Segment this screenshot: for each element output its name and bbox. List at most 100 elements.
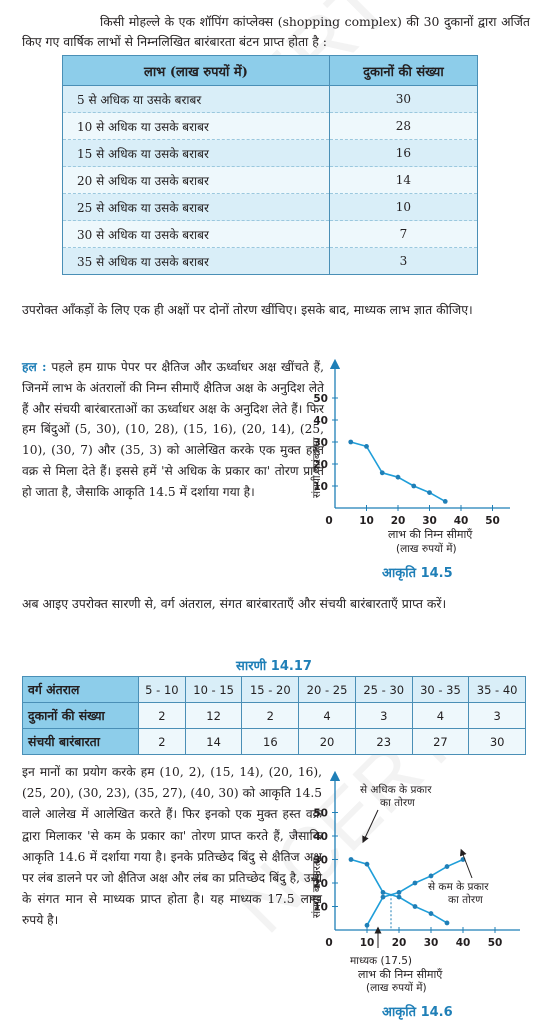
table-cell: 3 <box>329 247 479 275</box>
table-cell: 15 से अधिक या उसके बराबर <box>62 139 330 167</box>
median-label: माध्यक (17.5) <box>350 955 412 967</box>
table-cell: 20 <box>298 728 356 755</box>
annotation-less-than: से कम के प्रकार <box>428 880 489 893</box>
data-point <box>428 911 434 916</box>
x-tick-label: 0 <box>325 515 332 527</box>
data-point <box>396 890 402 895</box>
table-cell: 16 <box>329 139 479 167</box>
table-cell: 15 - 20 <box>241 676 300 703</box>
solution-text: पहले हम ग्राफ पेपर पर क्षैतिज और ऊर्ध्वा… <box>22 360 325 499</box>
table-cell: 28 <box>329 112 479 140</box>
data-point <box>427 490 432 495</box>
data-point <box>444 920 450 926</box>
data-point <box>444 864 450 869</box>
table-row: 10 से अधिक या उसके बराबर 28 <box>62 112 479 140</box>
table-cell: 35 - 40 <box>468 676 526 703</box>
profit-table: लाभ (लाख रुपयों में) दुकानों की संख्या 5… <box>62 55 479 275</box>
table-cell: 16 <box>241 728 300 755</box>
table-row: 25 से अधिक या उसके बराबर 10 <box>62 193 479 221</box>
solution-paragraph: हल : पहले हम ग्राफ पेपर पर क्षैतिज और ऊर… <box>22 357 324 503</box>
table-header: दुकानों की संख्या <box>329 55 479 86</box>
annotation-arrow <box>459 848 473 879</box>
final-paragraph: इन मानों का प्रयोग करके हम (10, 2), (15,… <box>22 765 322 928</box>
table-cell: 5 से अधिक या उसके बराबर <box>62 85 330 113</box>
annotation-more-than-2: का तोरण <box>380 796 415 809</box>
table-row: 30 से अधिक या उसके बराबर 7 <box>62 220 479 248</box>
x-tick-label: 50 <box>485 515 500 527</box>
data-point <box>412 904 418 909</box>
table-cell: 14 <box>329 166 479 194</box>
question-paragraph: उपरोक्त आँकड़ों के लिए एक ही अक्षों पर द… <box>22 302 473 317</box>
data-point <box>395 474 401 480</box>
table-row: 20 से अधिक या उसके बराबर 14 <box>62 166 479 194</box>
table-cell: 2 <box>138 702 186 729</box>
table-cell: 20 से अधिक या उसके बराबर <box>62 166 330 194</box>
y-tick-label: 30 <box>313 437 328 449</box>
x-tick-label: 10 <box>360 937 375 949</box>
row-label: वर्ग अंतराल <box>22 676 139 703</box>
table-cell: 5 - 10 <box>138 676 186 703</box>
table-cell: 30 - 35 <box>411 676 470 703</box>
table-cell: 4 <box>411 702 470 729</box>
x-tick-label: 20 <box>392 937 407 949</box>
intro-paragraph: किसी मोहल्ले के एक शॉपिंग कांप्लेक्स (sh… <box>22 14 530 49</box>
table-cell: 12 <box>184 702 243 729</box>
x-tick-label: 0 <box>325 937 332 949</box>
row-label: दुकानों की संख्या <box>22 702 139 729</box>
table-cell: 30 से अधिक या उसके बराबर <box>62 220 330 248</box>
x-tick-label: 10 <box>359 515 374 527</box>
table-row: दुकानों की संख्या 2 12 2 4 3 4 3 <box>22 702 526 729</box>
table-cell: 7 <box>329 220 479 248</box>
table-row: 15 से अधिक या उसके बराबर 16 <box>62 139 479 167</box>
table-cell: 30 <box>329 85 479 113</box>
x-tick-label: 40 <box>456 937 471 949</box>
table-cell: 20 - 25 <box>298 676 356 703</box>
data-point <box>348 439 354 445</box>
table-row: 5 से अधिक या उसके बराबर 30 <box>62 85 479 113</box>
table-header: लाभ (लाख रुपयों में) <box>62 55 330 86</box>
table-cell: 3 <box>354 702 413 729</box>
ogive-chart-more-than: 10 20 30 40 50 0 10 20 30 40 50 संचयी बारंबारता ला… <box>310 358 510 555</box>
data-point <box>411 483 417 489</box>
y-tick-label: 40 <box>313 831 328 843</box>
x-tick-label: 40 <box>454 515 469 527</box>
annotation-more-than: से अधिक के प्रकार <box>360 783 432 796</box>
now-paragraph: अब आइए उपरोक्त सारणी से, वर्ग अंतराल, सं… <box>22 596 447 611</box>
table-row: संचयी बारंबारता 2 14 16 20 23 27 30 <box>22 728 526 755</box>
x-axis-unit: (लाख रुपयों में) <box>366 981 427 994</box>
x-axis-label: लाभ की निम्न सीमाएँ <box>358 968 443 981</box>
solution-label: हल : <box>22 360 47 374</box>
table-cell: 4 <box>298 702 356 729</box>
table-cell: 30 <box>468 728 526 755</box>
annotation-arrow <box>362 809 379 844</box>
x-tick-label: 30 <box>424 937 439 949</box>
y-tick-label: 50 <box>313 393 328 405</box>
table-cell: 10 से अधिक या उसके बराबर <box>62 112 330 140</box>
table-cell: 27 <box>411 728 470 755</box>
data-point <box>412 880 418 886</box>
y-tick-label: 30 <box>313 855 328 867</box>
x-tick-label: 30 <box>422 515 437 527</box>
class-interval-table: वर्ग अंतराल 5 - 10 10 - 15 15 - 20 20 - … <box>22 676 526 755</box>
ogive-chart-both: 10 20 30 40 50 0 10 20 30 40 50 संचयी बारंबारता से… <box>310 770 520 994</box>
y-tick-label: 20 <box>313 878 328 890</box>
table-cell: 23 <box>354 728 413 755</box>
figure-caption: आकृति 14.6 <box>382 1005 453 1020</box>
data-point <box>364 861 370 867</box>
data-point <box>348 857 354 862</box>
table-cell: 35 से अधिक या उसके बराबर <box>62 247 330 275</box>
x-tick-label: 20 <box>391 515 406 527</box>
table-row: वर्ग अंतराल 5 - 10 10 - 15 15 - 20 20 - … <box>22 676 526 703</box>
table-cell: 14 <box>184 728 243 755</box>
y-axis-label: संचयी बारंबारता <box>310 437 323 498</box>
annotation-less-than-2: का तोरण <box>448 893 483 906</box>
data-point <box>364 444 369 449</box>
table-cell: 2 <box>241 702 300 729</box>
figure-caption: आकृति 14.5 <box>382 566 453 581</box>
table-cell: 10 - 15 <box>184 676 243 703</box>
y-tick-label: 20 <box>313 459 328 471</box>
data-point <box>380 890 386 895</box>
x-axis-unit: (लाख रुपयों में) <box>396 542 457 555</box>
table-cell: 25 से अधिक या उसके बराबर <box>62 193 330 221</box>
